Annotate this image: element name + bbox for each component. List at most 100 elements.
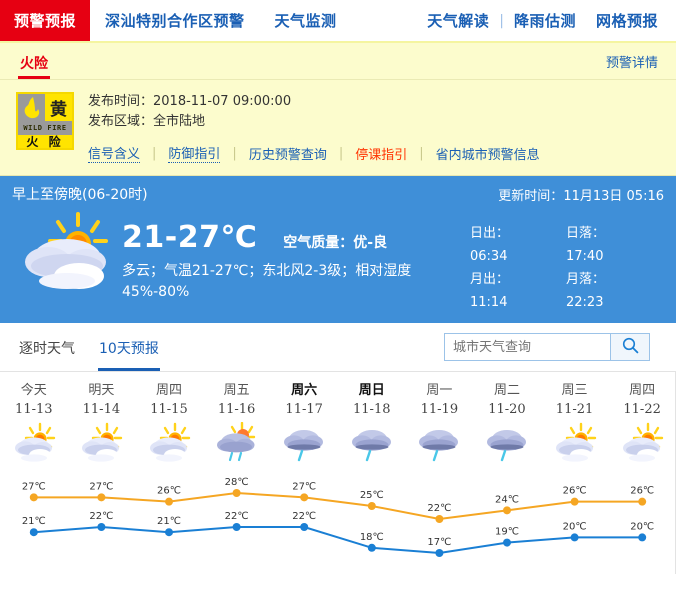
- day-name: 周二: [493, 383, 520, 398]
- search-icon: [622, 337, 639, 358]
- svg-text:22℃: 22℃: [225, 511, 249, 522]
- forecast-day-column[interactable]: 周一 11-19: [406, 381, 474, 466]
- link-signal-meaning[interactable]: 信号含义: [88, 143, 141, 163]
- forecast-day-column[interactable]: 周四 11-22: [608, 381, 676, 466]
- current-temperature: 21-27℃: [122, 220, 258, 255]
- cloud-rain-icon: [338, 420, 406, 466]
- warning-area-label: 发布区域：: [88, 114, 154, 129]
- sunrise-value: 06:34: [470, 249, 508, 264]
- sunset: 日落： 17:40: [566, 222, 662, 268]
- tab-ten-day-forecast[interactable]: 10天预报: [98, 324, 160, 371]
- svg-text:26℃: 26℃: [563, 486, 587, 497]
- sun-times-row: 日出： 06:34 日落： 17:40: [470, 222, 662, 268]
- nav-separator: |: [499, 12, 504, 29]
- temperature-row: 21-27℃ 空气质量：优-良: [122, 220, 467, 255]
- link-history-query[interactable]: 历史预警查询: [248, 147, 327, 163]
- day-name: 周四: [155, 383, 182, 398]
- svg-text:21℃: 21℃: [157, 516, 181, 527]
- day-name: 周五: [223, 383, 250, 398]
- link-separator: |: [152, 145, 157, 161]
- day-name: 周三: [561, 383, 588, 398]
- cloud-rain-icon: [406, 420, 474, 466]
- forecast-day-column[interactable]: 周三 11-21: [541, 381, 609, 466]
- link-defense-guide[interactable]: 防御指引: [168, 143, 221, 163]
- nav-item-weather-monitor[interactable]: 天气监测: [260, 0, 352, 41]
- svg-text:27℃: 27℃: [22, 481, 46, 492]
- link-province-city-warnings[interactable]: 省内城市预警信息: [435, 147, 540, 163]
- moon-times-row: 月出： 11:14 月落： 22:23: [470, 268, 662, 314]
- search-input[interactable]: [444, 333, 610, 361]
- warning-link-row: 信号含义 | 防御指引 | 历史预警查询 | 停课指引 | 省内城市预警信息: [88, 143, 540, 163]
- link-class-suspension-guide[interactable]: 停课指引: [355, 147, 408, 163]
- city-search-box: [444, 333, 650, 361]
- warning-area-value: 全市陆地: [153, 114, 206, 129]
- forecast-day-column[interactable]: 周二 11-20: [473, 381, 541, 466]
- day-date: 11-14: [82, 402, 121, 417]
- svg-text:17℃: 17℃: [427, 537, 451, 548]
- nav-item-shenshan-warning[interactable]: 深汕特别合作区预警: [90, 0, 260, 41]
- link-separator: |: [338, 145, 344, 161]
- svg-text:22℃: 22℃: [292, 511, 316, 522]
- sun-cloud-rain-icon: [203, 420, 271, 466]
- search-button[interactable]: [610, 333, 650, 361]
- svg-text:24℃: 24℃: [495, 494, 519, 505]
- nav-label: 网格预报: [595, 12, 658, 30]
- nav-label: 预警预报: [14, 12, 77, 30]
- day-date: 11-22: [623, 402, 661, 417]
- nav-item-warning-forecast[interactable]: 预警预报: [0, 0, 91, 41]
- moonrise: 月出： 11:14: [470, 268, 566, 314]
- warning-detail-link[interactable]: 预警详情: [605, 56, 658, 71]
- temperature-chart: 27℃ 27℃ 26℃ 28℃ 27℃ 25℃ 22℃ 24℃ 26℃ 26℃ 21℃ 22℃ 21℃ 2…: [22, 477, 654, 557]
- cloud-rain-icon: [473, 420, 541, 466]
- forecast-day-column[interactable]: 今天 11-13: [0, 381, 68, 466]
- sunset-label: 日落：: [566, 226, 606, 241]
- day-name: 周六: [291, 383, 318, 398]
- current-weather-panel: 早上至傍晚(06-20时) 更新时间：11月13日 05:16: [0, 176, 676, 323]
- sun-cloud-icon: [608, 420, 676, 466]
- day-columns: 今天 11-13 明天 11-14 周四 11-15 周五 11-16 周六 11-17 周日 11-…: [0, 372, 675, 466]
- warning-tab-fire[interactable]: 火险: [18, 53, 50, 79]
- sunrise-label: 日出：: [470, 226, 510, 241]
- svg-text:19℃: 19℃: [495, 527, 519, 538]
- day-name: 今天: [20, 383, 47, 398]
- sun-moon-times: 日出： 06:34 日落： 17:40 月出： 11:14 月落： 22:23: [470, 222, 662, 314]
- svg-text:18℃: 18℃: [360, 532, 384, 543]
- day-name: 周一: [426, 383, 453, 398]
- tab-hourly-weather[interactable]: 逐时天气: [19, 340, 75, 357]
- badge-type-label: 火 险: [18, 134, 72, 149]
- forecast-day-column[interactable]: 周四 11-15: [135, 381, 203, 466]
- svg-text:27℃: 27℃: [292, 481, 316, 492]
- warning-info: 发布时间：2018-11-07 09:00:00 发布区域：全市陆地 信号含义 …: [88, 90, 540, 163]
- nav-right-group: 天气解读 | 降雨估测 网格预报: [417, 0, 676, 41]
- sun-cloud-icon: [135, 420, 203, 466]
- badge-level-char: 黄: [45, 94, 72, 121]
- nav-left-group: 预警预报 深汕特别合作区预警 天气监测: [0, 0, 352, 41]
- cloud-rain-icon: [270, 420, 338, 466]
- moonrise-value: 11:14: [470, 295, 508, 310]
- svg-text:20℃: 20℃: [563, 521, 587, 532]
- forecast-day-column[interactable]: 周五 11-16: [203, 381, 271, 466]
- update-time: 更新时间：11月13日 05:16: [498, 185, 664, 204]
- current-period-label: 早上至傍晚(06-20时): [12, 187, 148, 203]
- warning-issue-time-value: 2018-11-07 09:00:00: [153, 94, 292, 109]
- forecast-day-column[interactable]: 周六 11-17: [270, 381, 338, 466]
- day-date: 11-13: [15, 402, 53, 417]
- forecast-day-column[interactable]: 周日 11-18: [338, 381, 406, 466]
- link-separator: |: [232, 145, 237, 161]
- warning-body: 黄 WILD FIRE 火 险 发布时间：2018-11-07 09:00:00…: [0, 80, 676, 175]
- forecast-day-column[interactable]: 明天 11-14: [68, 381, 136, 466]
- svg-text:22℃: 22℃: [427, 503, 451, 514]
- nav-item-rain-estimate[interactable]: 降雨估测: [504, 10, 586, 31]
- svg-text:22℃: 22℃: [89, 511, 113, 522]
- top-navigation: 预警预报 深汕特别合作区预警 天气监测 天气解读 | 降雨估测 网格预报: [0, 0, 676, 43]
- moonset: 月落： 22:23: [566, 268, 662, 314]
- warning-tab-bar: 火险 预警详情: [0, 43, 676, 80]
- update-time-value: 11月13日 05:16: [563, 188, 664, 204]
- current-texts: 21-27℃ 空气质量：优-良 多云；气温21-27℃；东北风2-3级；相对湿度…: [122, 208, 467, 303]
- sun-cloud-icon: [541, 420, 609, 466]
- day-date: 11-18: [353, 402, 391, 417]
- day-date: 11-17: [285, 402, 323, 417]
- nav-item-grid-forecast[interactable]: 网格预报: [586, 10, 668, 31]
- warning-section: 火险 预警详情 黄 WILD FIRE 火 险 发布时间：2018-11-07 …: [0, 43, 676, 176]
- nav-item-weather-interpretation[interactable]: 天气解读: [417, 10, 499, 31]
